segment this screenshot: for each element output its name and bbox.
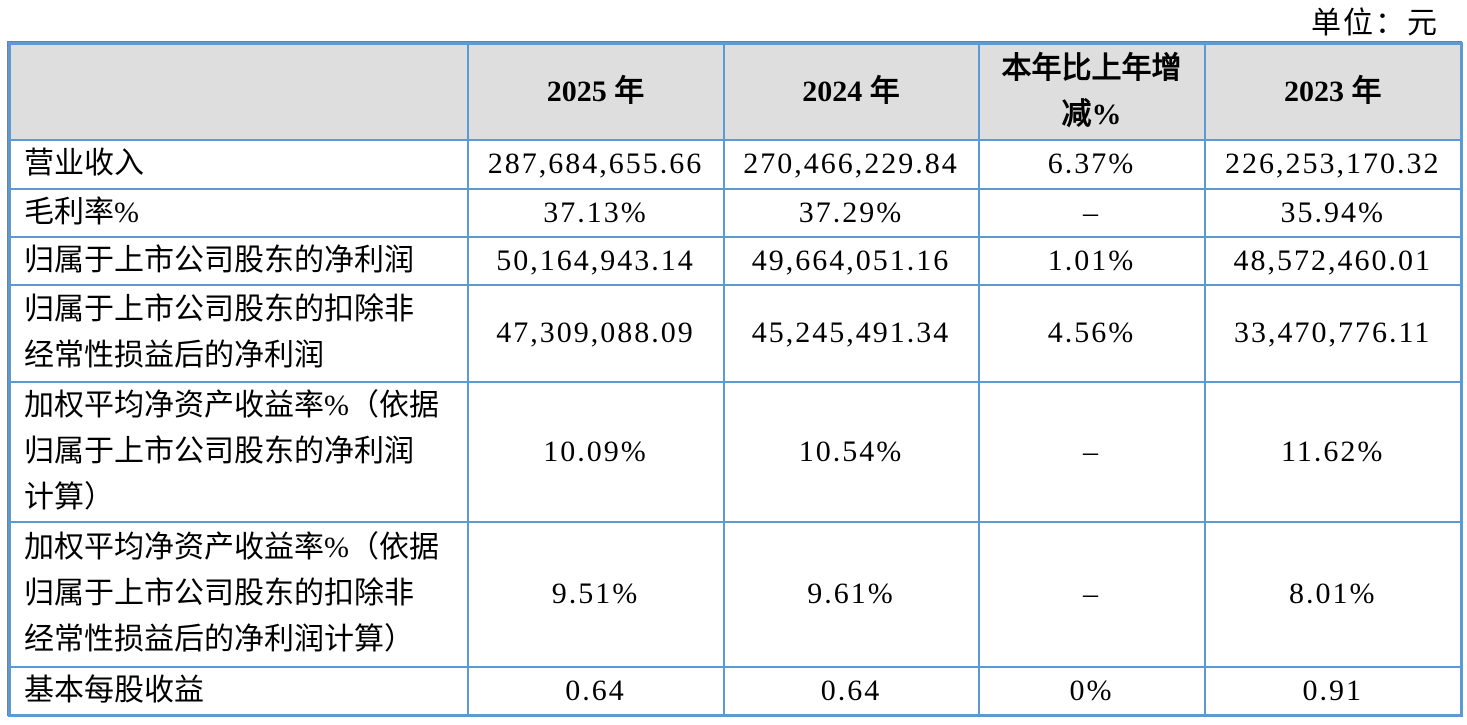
- cell-2024: 37.29%: [722, 187, 980, 238]
- table-header: 2025 年 2024 年 本年比上年增减% 2023 年: [8, 42, 1463, 141]
- row-label: 加权平均净资产收益率%（依据 归属于上市公司股东的扣除非 经常性损益后的净利润计…: [8, 520, 469, 668]
- cell-2025: 47,309,088.09: [466, 283, 725, 383]
- table-row: 营业收入 287,684,655.66 270,466,229.84 6.37%…: [8, 138, 1463, 190]
- row-label: 基本每股收益: [8, 665, 469, 716]
- cell-yoy-change: 6.37%: [977, 138, 1206, 190]
- cell-yoy-change: 1.01%: [977, 235, 1206, 286]
- cell-yoy-change: 4.56%: [977, 283, 1206, 383]
- table-body: 营业收入 287,684,655.66 270,466,229.84 6.37%…: [8, 138, 1463, 716]
- cell-2024: 49,664,051.16: [722, 235, 980, 286]
- table-row: 毛利率% 37.13% 37.29% – 35.94%: [8, 187, 1463, 238]
- cell-2025: 50,164,943.14: [466, 235, 725, 286]
- header-row: 2025 年 2024 年 本年比上年增减% 2023 年: [8, 42, 1463, 141]
- header-2024: 2024 年: [722, 42, 980, 141]
- cell-2023: 11.62%: [1203, 380, 1463, 523]
- header-2025: 2025 年: [466, 42, 725, 141]
- cell-2023: 226,253,170.32: [1203, 138, 1463, 190]
- row-label: 归属于上市公司股东的扣除非 经常性损益后的净利润: [8, 283, 469, 383]
- cell-2023: 8.01%: [1203, 520, 1463, 668]
- cell-2025: 0.64: [466, 665, 725, 716]
- header-item-column: [8, 42, 469, 141]
- table-row: 归属于上市公司股东的扣除非 经常性损益后的净利润 47,309,088.09 4…: [8, 283, 1463, 383]
- cell-2024: 9.61%: [722, 520, 980, 668]
- cell-yoy-change: –: [977, 380, 1206, 523]
- cell-2024: 270,466,229.84: [722, 138, 980, 190]
- cell-2024: 0.64: [722, 665, 980, 716]
- cell-2025: 10.09%: [466, 380, 725, 523]
- header-2023: 2023 年: [1203, 42, 1463, 141]
- cell-2023: 48,572,460.01: [1203, 235, 1463, 286]
- unit-note: 单位：元: [1311, 7, 1439, 40]
- row-label: 加权平均净资产收益率%（依据 归属于上市公司股东的净利润 计算）: [8, 380, 469, 523]
- cell-2025: 287,684,655.66: [466, 138, 725, 190]
- cell-2024: 10.54%: [722, 380, 980, 523]
- table-row: 加权平均净资产收益率%（依据 归属于上市公司股东的净利润 计算） 10.09% …: [8, 380, 1463, 523]
- table-row: 加权平均净资产收益率%（依据 归属于上市公司股东的扣除非 经常性损益后的净利润计…: [8, 520, 1463, 668]
- row-label: 归属于上市公司股东的净利润: [8, 235, 469, 286]
- cell-2023: 0.91: [1203, 665, 1463, 716]
- cell-2023: 33,470,776.11: [1203, 283, 1463, 383]
- table-row: 归属于上市公司股东的净利润 50,164,943.14 49,664,051.1…: [8, 235, 1463, 286]
- key-financials-table: 2025 年 2024 年 本年比上年增减% 2023 年 营业收入 287,6…: [8, 42, 1463, 717]
- cell-2025: 37.13%: [466, 187, 725, 238]
- row-label: 营业收入: [8, 138, 469, 190]
- table-row: 基本每股收益 0.64 0.64 0% 0.91: [8, 665, 1463, 716]
- cell-2025: 9.51%: [466, 520, 725, 668]
- cell-yoy-change: –: [977, 187, 1206, 238]
- cell-yoy-change: 0%: [977, 665, 1206, 716]
- header-yoy-change: 本年比上年增减%: [977, 42, 1206, 141]
- cell-2024: 45,245,491.34: [722, 283, 980, 383]
- cell-yoy-change: –: [977, 520, 1206, 668]
- cell-2023: 35.94%: [1203, 187, 1463, 238]
- row-label: 毛利率%: [8, 187, 469, 238]
